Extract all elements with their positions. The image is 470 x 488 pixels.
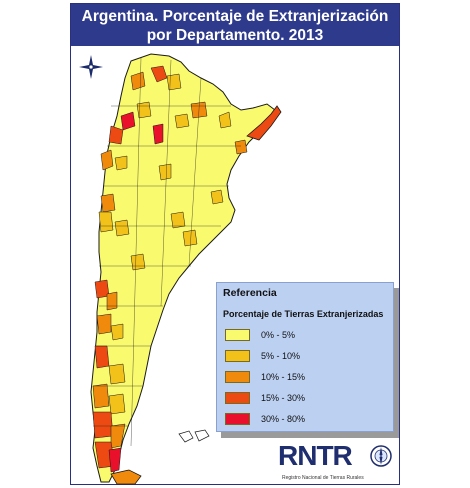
legend-swatch <box>225 413 250 425</box>
department-boundaries <box>93 57 241 447</box>
legend-label: 5% - 10% <box>261 351 301 361</box>
legend-swatch <box>225 392 250 404</box>
tierra-del-fuego <box>110 469 142 485</box>
map-legend: Referencia Porcentaje de Tierras Extranj… <box>216 282 394 432</box>
legend-heading: Referencia <box>223 287 277 299</box>
legend-label: 0% - 5% <box>261 330 296 340</box>
rntr-logo: RNTR Registro Nacional de Tierras Rurale… <box>276 440 396 484</box>
legend-label: 15% - 30% <box>261 393 306 403</box>
department-patches <box>92 65 248 473</box>
legend-swatch <box>225 371 250 383</box>
title-line-1: Argentina. Porcentaje de Extranjerizació… <box>81 8 389 25</box>
logo-acronym: RNTR <box>278 440 353 471</box>
legend-item: 15% - 30% <box>225 392 385 405</box>
legend-label: 30% - 80% <box>261 414 306 424</box>
legend-label: 10% - 15% <box>261 372 306 382</box>
legend-subheading: Porcentaje de Tierras Extranjerizadas <box>223 309 384 319</box>
logo-full-name: Registro Nacional de Tierras Rurales <box>282 475 364 481</box>
globe-compass-icon <box>370 445 392 467</box>
argentina-map <box>90 53 282 485</box>
map-title: Argentina. Porcentaje de Extranjerizació… <box>71 4 399 46</box>
legend-swatch <box>225 329 250 341</box>
compass-rose-icon <box>79 55 103 79</box>
misiones <box>246 105 282 141</box>
malvinas-islands <box>178 429 210 443</box>
legend-item: 10% - 15% <box>225 371 385 384</box>
legend-item: 5% - 10% <box>225 350 385 363</box>
mainland-shape <box>90 53 276 483</box>
map-frame: Argentina. Porcentaje de Extranjerizació… <box>70 3 400 485</box>
legend-swatch <box>225 350 250 362</box>
legend-item: 30% - 80% <box>225 413 385 426</box>
legend-item: 0% - 5% <box>225 329 385 342</box>
title-line-2: por Departamento. 2013 <box>146 27 324 44</box>
